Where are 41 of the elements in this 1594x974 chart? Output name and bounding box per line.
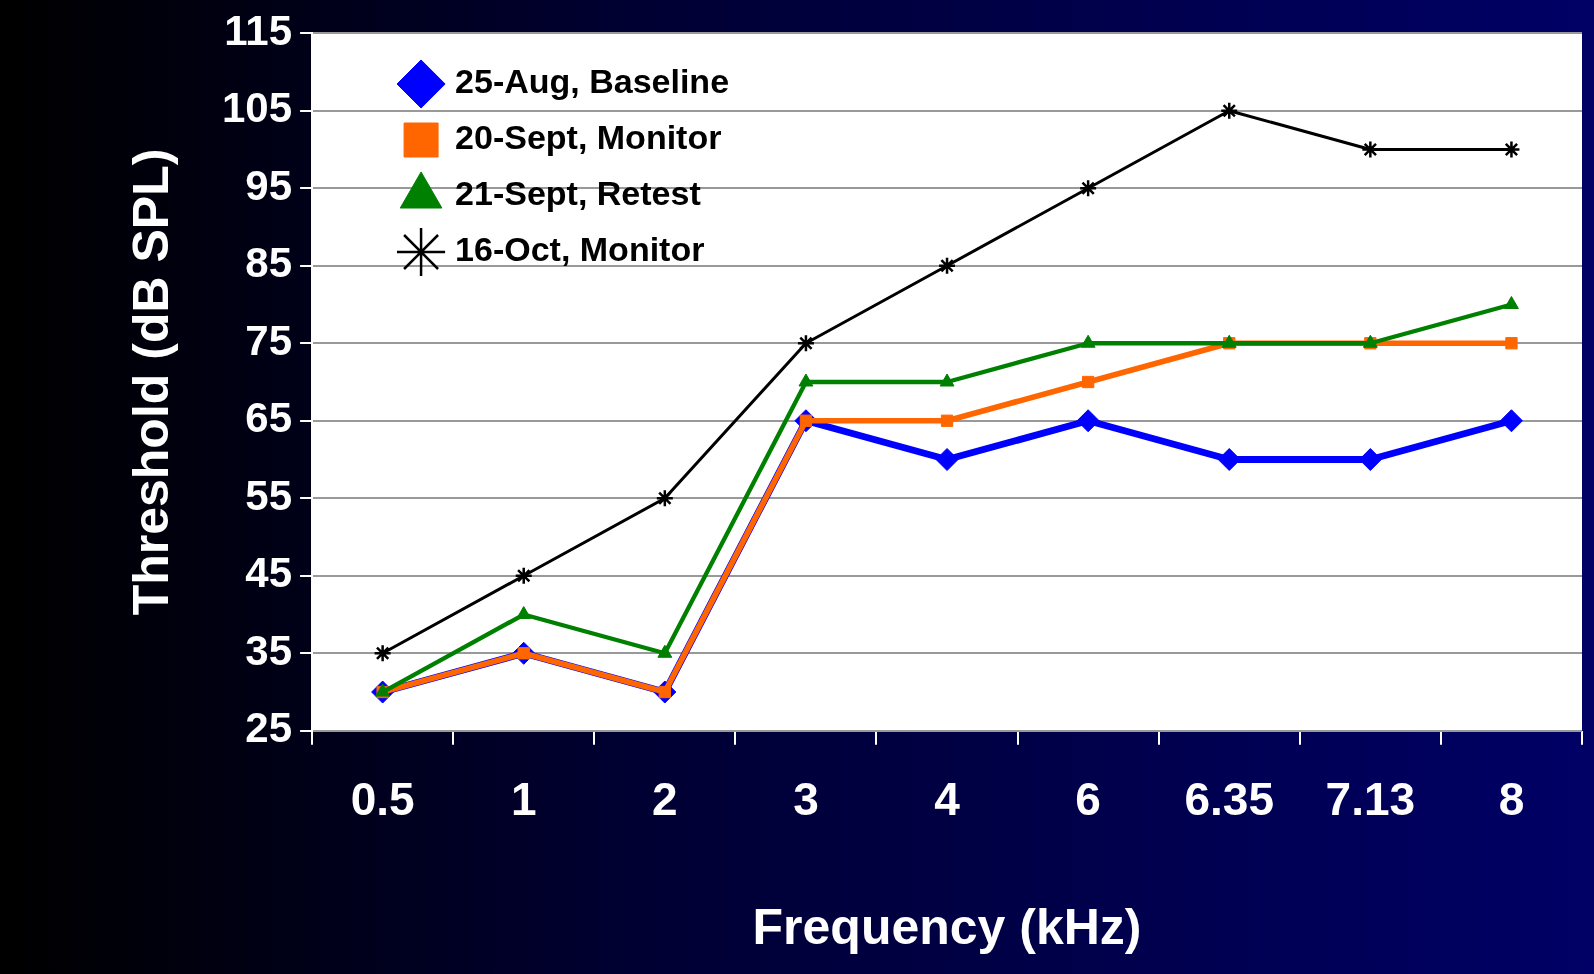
x-tick-label: 0.5	[350, 773, 415, 826]
point	[940, 414, 954, 427]
x-tick-label: 4	[934, 773, 961, 826]
x-tick-label: 6.35	[1184, 773, 1275, 826]
point	[798, 373, 814, 387]
point	[939, 373, 955, 387]
x-tick-label: 2	[652, 773, 678, 826]
point	[1078, 178, 1098, 198]
point	[1081, 375, 1095, 389]
x-tick-label: 6	[1075, 773, 1101, 826]
point	[655, 489, 675, 508]
y-tick-label: 95	[245, 161, 293, 209]
point	[796, 333, 816, 353]
y-tick-label: 55	[245, 471, 293, 519]
y-tick-label: 25	[245, 704, 293, 752]
legend-label: 16-Oct, Monitor	[455, 230, 705, 269]
point	[1505, 337, 1518, 350]
y-tick-label: 115	[224, 6, 293, 54]
point	[373, 644, 392, 663]
x-tick-label: 3	[793, 773, 819, 826]
x-tick-label: 7.13	[1325, 773, 1416, 826]
legend-label: 20-Sept, Monitor	[455, 118, 722, 157]
point	[1219, 101, 1239, 120]
x-axis-title: Frequency (kHz)	[752, 898, 1142, 955]
point	[1499, 409, 1523, 433]
y-tick-label: 45	[245, 549, 293, 597]
y-tick-label: 105	[222, 84, 293, 132]
x-tick-label: 1	[510, 773, 537, 826]
y-tick-label: 65	[245, 394, 293, 442]
y-axis-title: Threshold (dB SPL)	[122, 148, 179, 616]
point	[937, 256, 957, 275]
point	[516, 606, 532, 620]
legend-label: 25-Aug, Baseline	[455, 62, 730, 101]
y-tick-label: 75	[245, 316, 293, 364]
x-tick-label: 8	[1498, 773, 1525, 826]
y-tick-label: 85	[245, 239, 293, 287]
point	[935, 448, 959, 472]
point	[514, 566, 533, 586]
legend-label: 21-Sept, Retest	[455, 174, 701, 213]
point	[1076, 409, 1100, 433]
y-tick-label: 35	[245, 626, 293, 674]
